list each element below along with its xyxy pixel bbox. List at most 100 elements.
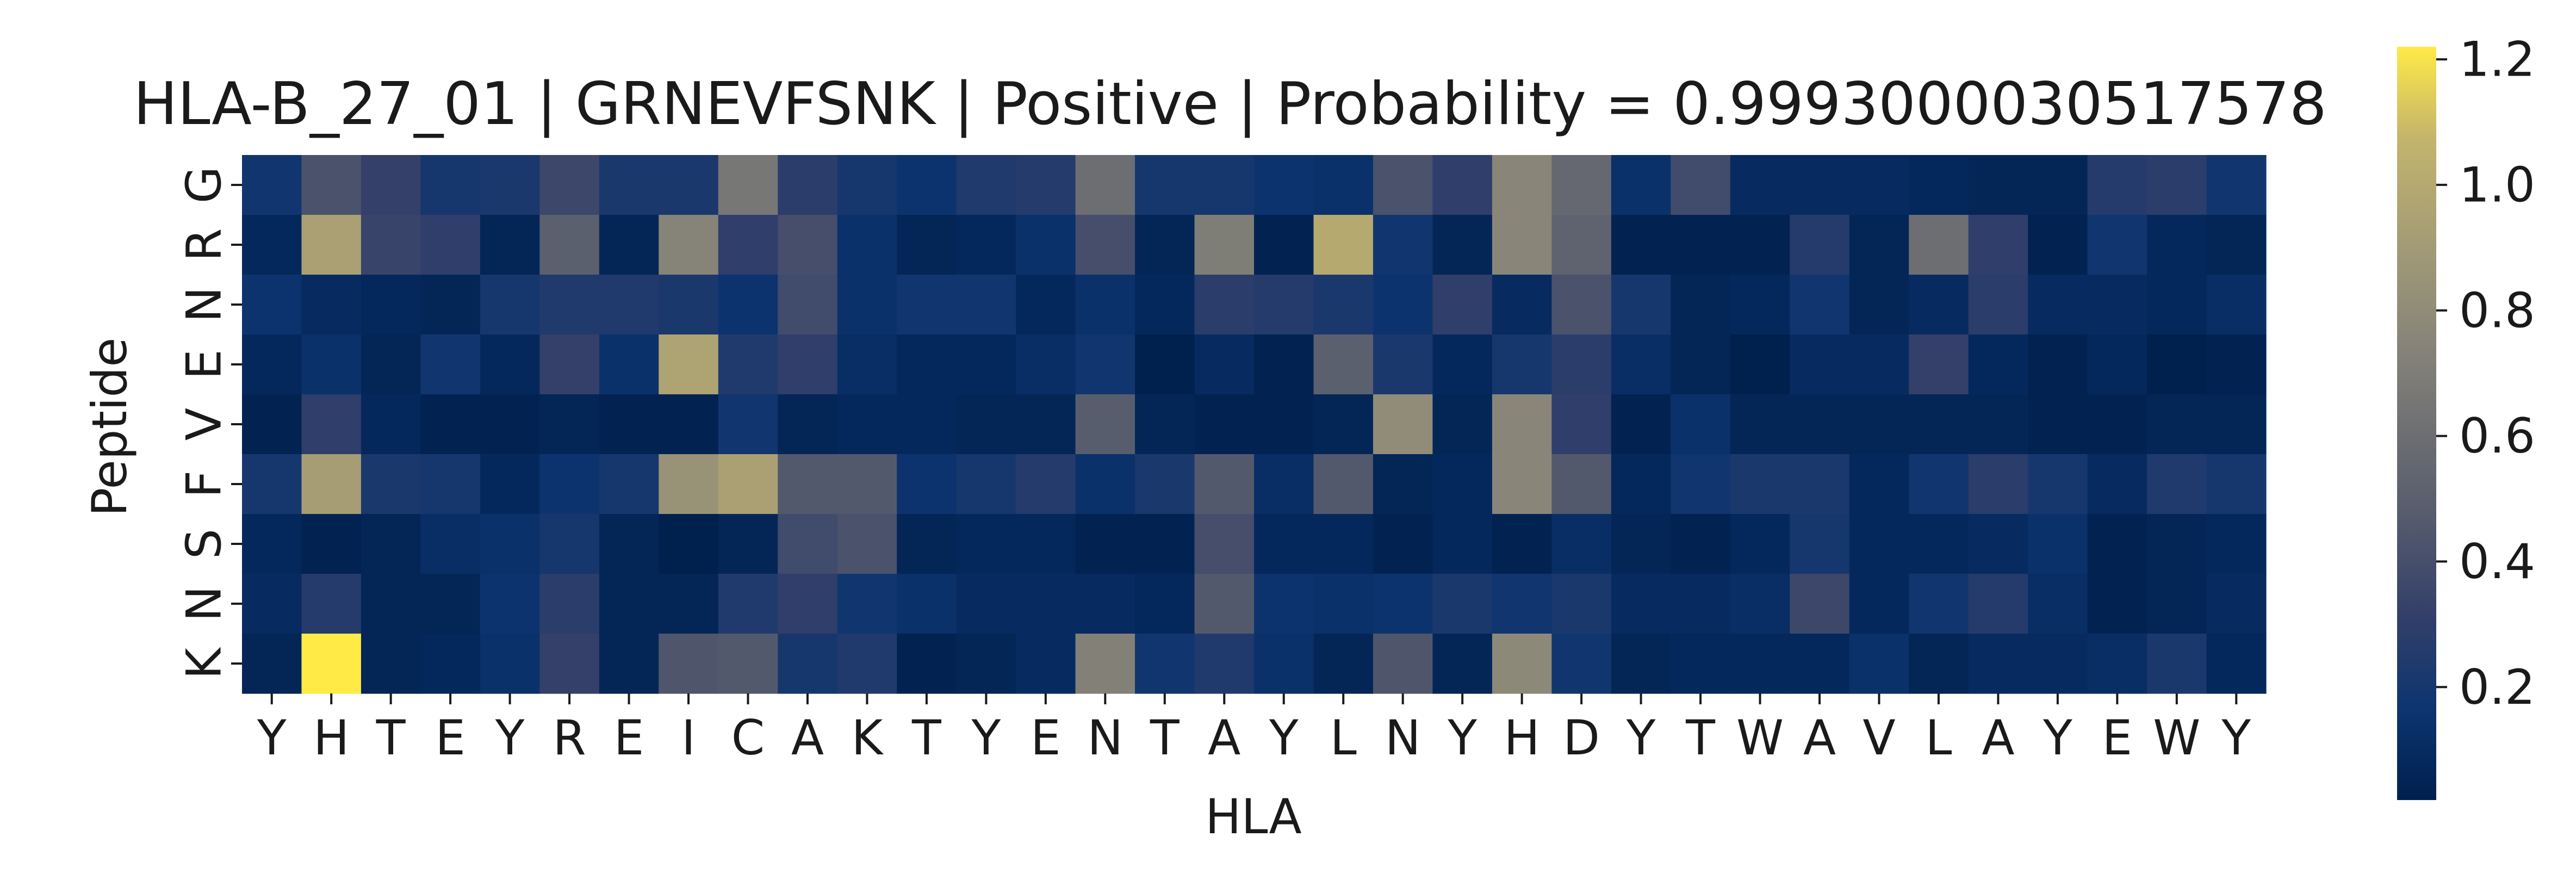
heatmap-cell-r2-c3 xyxy=(420,275,481,335)
heatmap-cell-r5-c25 xyxy=(1730,454,1790,515)
heatmap-cell-r3-c19 xyxy=(1373,334,1433,395)
heatmap-cell-r6-c5 xyxy=(539,514,600,574)
heatmap-cell-r6-c11 xyxy=(897,514,957,574)
y-tick-label: E xyxy=(176,349,232,380)
y-tick-label: S xyxy=(176,529,232,559)
heatmap-cell-r6-c27 xyxy=(1849,514,1909,574)
heatmap-cell-r0-c23 xyxy=(1611,155,1671,215)
colorbar-tick-label: 0.6 xyxy=(2459,408,2535,464)
heatmap-cell-r6-c1 xyxy=(301,514,362,574)
y-axis-ticks: GRNEVFSNK xyxy=(176,166,242,679)
heatmap-cell-r8-c13 xyxy=(1016,634,1076,694)
heatmap-cell-r8-c16 xyxy=(1194,634,1255,694)
heatmap-cell-r0-c15 xyxy=(1135,155,1195,215)
heatmap-cell-r8-c11 xyxy=(897,634,957,694)
heatmap-cell-r2-c31 xyxy=(2087,275,2147,335)
heatmap-cell-r1-c26 xyxy=(1790,215,1850,275)
heatmap-cell-r7-c20 xyxy=(1432,574,1493,634)
x-tick-label: Y xyxy=(1269,710,1299,766)
heatmap-cell-r5-c15 xyxy=(1135,454,1195,515)
heatmap-cell-r2-c16 xyxy=(1194,275,1255,335)
heatmap-cell-r8-c26 xyxy=(1790,634,1850,694)
heatmap-cell-r0-c13 xyxy=(1016,155,1076,215)
heatmap-cell-r7-c13 xyxy=(1016,574,1076,634)
heatmap-cell-r8-c17 xyxy=(1254,634,1314,694)
heatmap-cell-r4-c17 xyxy=(1254,394,1314,455)
heatmap-cell-r7-c11 xyxy=(897,574,957,634)
x-tick-label: H xyxy=(1504,710,1540,766)
x-tick-label: D xyxy=(1563,710,1600,766)
heatmap-cell-r5-c18 xyxy=(1313,454,1374,515)
heatmap-cell-r8-c8 xyxy=(718,634,778,694)
heatmap-cell-r2-c8 xyxy=(718,275,778,335)
heatmap-cell-r3-c8 xyxy=(718,334,778,395)
heatmap-cell-r1-c32 xyxy=(2147,215,2207,275)
heatmap-cell-r3-c11 xyxy=(897,334,957,395)
heatmap-cell-r7-c23 xyxy=(1611,574,1671,634)
heatmap-cell-r2-c24 xyxy=(1671,275,1731,335)
heatmap-cell-r5-c20 xyxy=(1432,454,1493,515)
heatmap-cell-r6-c29 xyxy=(1968,514,2028,574)
colorbar-tick-label: 1.0 xyxy=(2459,157,2535,213)
heatmap-cell-r1-c15 xyxy=(1135,215,1195,275)
heatmap-cell-r8-c10 xyxy=(837,634,897,694)
heatmap-cell-r6-c31 xyxy=(2087,514,2147,574)
heatmap-cell-r3-c33 xyxy=(2206,334,2267,395)
x-tick-label: W xyxy=(1736,710,1784,766)
x-tick-label: Y xyxy=(2221,710,2251,766)
heatmap-cell-r4-c15 xyxy=(1135,394,1195,455)
colorbar xyxy=(2397,47,2436,800)
heatmap-cell-r8-c33 xyxy=(2206,634,2267,694)
heatmap-cell-r6-c13 xyxy=(1016,514,1076,574)
heatmap-cell-r4-c27 xyxy=(1849,394,1909,455)
x-tick-label: Y xyxy=(1626,710,1656,766)
heatmap-cell-r7-c1 xyxy=(301,574,362,634)
heatmap-cell-r5-c0 xyxy=(242,454,302,515)
heatmap-cell-r7-c14 xyxy=(1075,574,1135,634)
heatmap-cell-r4-c5 xyxy=(539,394,600,455)
heatmap-cell-r3-c13 xyxy=(1016,334,1076,395)
heatmap-cell-r1-c33 xyxy=(2206,215,2267,275)
colorbar-ticks: 0.2 0.4 0.6 0.8 1.0 1.2 xyxy=(2436,32,2535,715)
heatmap-cell-r7-c6 xyxy=(599,574,659,634)
heatmap-cell-r8-c0 xyxy=(242,634,302,694)
heatmap-cell-r0-c25 xyxy=(1730,155,1790,215)
heatmap-cell-r1-c2 xyxy=(361,215,421,275)
heatmap-cell-r8-c5 xyxy=(539,634,600,694)
heatmap-cell-r1-c9 xyxy=(778,215,838,275)
heatmap-cell-r2-c30 xyxy=(2028,275,2088,335)
heatmap-cell-r2-c9 xyxy=(778,275,838,335)
heatmap-cell-r4-c31 xyxy=(2087,394,2147,455)
heatmap-cell-r3-c15 xyxy=(1135,334,1195,395)
heatmap-cell-r5-c11 xyxy=(897,454,957,515)
heatmap-cell-r6-c20 xyxy=(1432,514,1493,574)
heatmap-cell-r5-c10 xyxy=(837,454,897,515)
heatmap-cell-r5-c22 xyxy=(1551,454,1612,515)
heatmap-cell-r8-c21 xyxy=(1492,634,1552,694)
heatmap-cell-r5-c26 xyxy=(1790,454,1850,515)
heatmap-cell-r7-c26 xyxy=(1790,574,1850,634)
heatmap-cell-r1-c8 xyxy=(718,215,778,275)
y-tick-label: N xyxy=(176,287,232,323)
heatmap-cell-r6-c2 xyxy=(361,514,421,574)
heatmap-cell-r3-c14 xyxy=(1075,334,1135,395)
heatmap-cell-r5-c27 xyxy=(1849,454,1909,515)
heatmap-cell-r6-c18 xyxy=(1313,514,1374,574)
heatmap-cell-r3-c22 xyxy=(1551,334,1612,395)
heatmap-cell-r1-c13 xyxy=(1016,215,1076,275)
heatmap-cell-r8-c25 xyxy=(1730,634,1790,694)
heatmap-cell-r7-c9 xyxy=(778,574,838,634)
heatmap-cell-r4-c12 xyxy=(956,394,1016,455)
heatmap-cell-r4-c24 xyxy=(1671,394,1731,455)
heatmap-cell-r6-c19 xyxy=(1373,514,1433,574)
heatmap-cell-r8-c32 xyxy=(2147,634,2207,694)
heatmap-cell-r6-c25 xyxy=(1730,514,1790,574)
y-axis-label: Peptide xyxy=(82,338,138,517)
heatmap-cell-r7-c3 xyxy=(420,574,481,634)
heatmap-cell-r6-c17 xyxy=(1254,514,1314,574)
heatmap-cell-r3-c12 xyxy=(956,334,1016,395)
heatmap-cell-r4-c7 xyxy=(659,394,719,455)
heatmap-cell-r1-c17 xyxy=(1254,215,1314,275)
heatmap-cell-r4-c16 xyxy=(1194,394,1255,455)
